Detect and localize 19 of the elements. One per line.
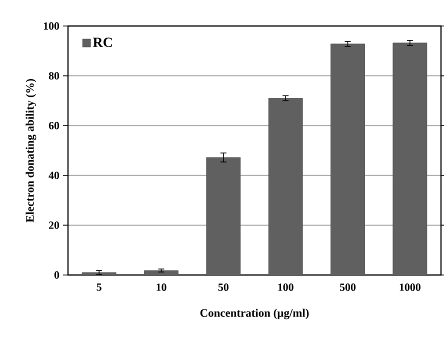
bar [268,98,303,275]
bar [206,157,241,275]
x-tick-label: 500 [340,284,356,291]
y-tick-label: 80 [48,72,60,80]
bar [392,42,428,275]
x-axis-title: Concentration (µg/ml) [200,308,309,320]
x-tick-label: 10 [156,284,166,291]
y-tick-label: 100 [44,22,60,30]
y-tick-label: 0 [54,271,60,279]
y-tick-label: 60 [48,122,60,130]
x-tick-label: 1000 [400,284,420,291]
x-tick-label: 5 [96,284,102,291]
y-tick-label: 40 [48,172,60,180]
y-axis-title: Electron donating ability (%) [26,79,36,222]
y-tick-label: 20 [48,222,60,229]
x-tick-label: 50 [218,284,228,291]
bar [330,44,365,275]
x-tick-label: 100 [278,284,294,291]
legend-label: RC [93,38,112,48]
